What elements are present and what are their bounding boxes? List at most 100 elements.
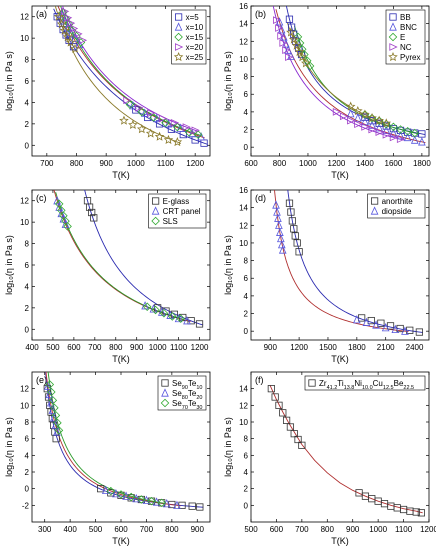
fit-curve-2 [275,9,426,144]
y-tick-label: 0 [244,327,249,336]
series-2-point-0 [57,9,66,19]
legend-label: x=25 [186,53,204,62]
series-5-point-6 [119,115,129,125]
series-3-point-0 [293,32,303,42]
series-2-point-5 [51,420,60,429]
x-tick-label: 800 [70,159,84,168]
series-5-point-5 [70,43,80,53]
x-tick-label: 2100 [377,343,395,352]
series-1-point-0 [285,199,294,207]
panel-label: (b) [255,9,266,19]
legend-marker-4-point-0 [174,43,184,51]
panel-1: 700 800 900 1000 1100 1200 0 2 4 6 8 10 12 T(K) log₁₀(… [4,5,211,180]
legend-marker-2-point-0 [370,206,379,215]
x-tick-label: 800 [109,343,123,352]
fit-curve-5 [54,6,182,144]
panel-4: 900 1200 1500 1800 2100 2400 0 2 4 6 8 10 12 14 16 T(K)… [223,186,430,364]
series-5-point-4 [297,52,308,62]
y-tick-label: 2 [25,304,30,313]
x-tick-label: 800 [321,525,335,534]
y-tick-label: 12 [239,37,248,46]
series-2-point-8 [353,315,361,324]
series-1-point-18 [196,503,204,511]
x-tick-label: 1200 [191,343,209,352]
series-2-point-6 [346,108,355,118]
x-tick-label: 800 [165,525,179,534]
series-2-point-12 [389,128,398,137]
series-2-point-9 [122,491,130,500]
series-2-point-4 [71,33,79,42]
series-1-point-3 [290,225,298,233]
series-2-point-8 [112,489,120,498]
series-4-point-11 [182,123,191,131]
series-1-point-8 [298,441,306,449]
x-tick-label: 500 [89,525,103,534]
x-tick-label: 500 [46,343,60,352]
series-1-point-3 [279,409,287,417]
series-4-point-4 [282,46,291,54]
y-tick-label: 2 [25,468,30,477]
y-tick-label: 6 [25,261,30,270]
series-4-point-13 [382,130,391,139]
series-4-point-2 [66,19,76,27]
legend: x=5x=10x=15x=20x=25 [171,9,207,65]
x-tick-label: 600 [270,525,284,534]
series-1-point-7 [294,435,302,444]
series-2-point-11 [381,322,390,332]
y-tick-label: -2 [22,501,30,510]
series-2-point-2 [46,398,55,407]
y-tick-label: 2 [25,120,30,129]
legend-label: x=5 [186,13,200,22]
series-3-point-1 [295,38,305,48]
x-tick-label: 1000 [369,525,387,534]
series-4-point-1 [275,24,284,32]
series-1-point-13 [415,328,423,336]
series-2-point-6 [53,427,61,436]
series-1-point-4 [291,232,299,240]
series-2-point-0 [43,381,52,390]
series-1-point-1 [287,208,295,216]
series-3-point-9 [176,314,185,323]
series-2-point-7 [278,245,287,254]
series-3-point-11 [147,496,156,506]
series-1 [285,199,423,336]
series-3-point-10 [389,122,398,132]
series-4-point-0 [61,7,70,16]
x-tick-label: 1200 [328,159,346,168]
series-3-point-6 [54,426,64,435]
x-tick-label: 1100 [170,343,188,352]
series-2-point-7 [101,485,110,494]
series-1-point-4 [282,416,291,424]
y-tick-label: 4 [25,451,30,460]
series-3-point-3 [50,403,59,413]
x-tick-label: 500 [244,525,258,534]
y-tick-label: 16 [239,2,248,11]
series-1-point-1 [85,203,94,211]
x-tick-label: 400 [63,525,77,534]
y-tick-label: 0 [244,143,249,152]
series-1-point-9 [195,320,204,328]
y-tick-label: 6 [244,451,249,460]
series-2-point-1 [273,207,281,216]
x-tick-label: 700 [140,525,154,534]
series-2-point-12 [391,324,400,334]
series-4-point-10 [361,123,370,131]
legend-label: Zr41.2Ti13.8Ni10.0Cu12.5Be22.5 [319,379,414,391]
y-tick-label: 0 [244,501,249,510]
y-axis-title: log₁₀(η in Pa s) [223,51,233,111]
legend-marker-1-point-0 [161,379,169,387]
series-2-point-5 [75,39,84,49]
fit-curve-4 [61,6,199,132]
series-1-point-0 [285,15,294,23]
y-tick-label: 2 [244,485,249,494]
series-5-point-6 [345,101,356,111]
series-3-point-2 [64,19,74,29]
series-3-point-5 [142,302,152,312]
series-2-point-4 [276,227,284,236]
series-4-point-7 [339,112,349,121]
y-tick-label: 8 [244,257,249,266]
series-1-point-6 [290,430,298,438]
legend-label: diopside [382,207,412,216]
